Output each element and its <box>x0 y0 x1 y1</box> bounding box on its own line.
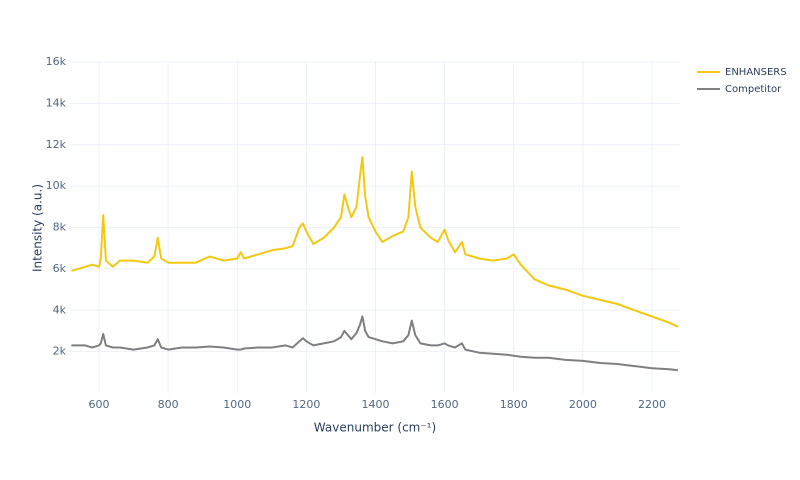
y-tick-label: 6k <box>53 262 67 275</box>
legend-label: Competitor <box>725 84 782 95</box>
y-tick-label: 12k <box>46 138 67 151</box>
y-axis-title: Intensity (a.u.) <box>31 184 45 272</box>
y-tick-label: 10k <box>46 179 67 192</box>
x-tick-label: 1800 <box>500 398 528 411</box>
x-tick-label: 1400 <box>362 398 390 411</box>
x-axis-title: Wavenumber (cm⁻¹) <box>314 421 436 435</box>
x-tick-label: 800 <box>158 398 179 411</box>
y-tick-label: 16k <box>46 55 67 68</box>
x-tick-label: 1200 <box>292 398 320 411</box>
x-tick-label: 2200 <box>638 398 666 411</box>
y-tick-label: 2k <box>53 345 67 358</box>
x-tick-label: 1600 <box>431 398 459 411</box>
series-line <box>71 156 679 328</box>
legend-label: ENHANSERS <box>725 67 787 78</box>
x-tick-label: 1000 <box>223 398 251 411</box>
x-tick-label: 600 <box>89 398 110 411</box>
series-line <box>71 315 679 372</box>
y-tick-label: 14k <box>46 96 67 109</box>
x-tick-label: 2000 <box>569 398 597 411</box>
y-tick-label: 8k <box>53 221 67 234</box>
y-tick-label: 4k <box>53 303 67 316</box>
